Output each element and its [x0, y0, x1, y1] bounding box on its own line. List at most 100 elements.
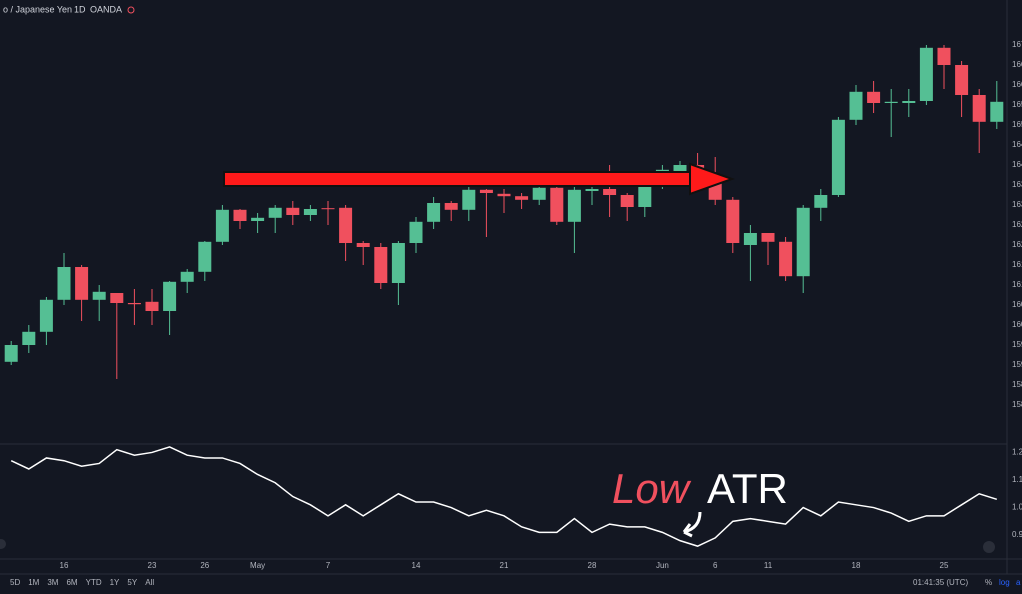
candle-body [673, 165, 687, 173]
x-tick-label: Jun [656, 561, 669, 570]
candle-body [726, 199, 740, 243]
candle-body [919, 47, 933, 101]
candle-body [831, 119, 845, 195]
x-tick-label: 16 [60, 561, 69, 570]
candle-body [4, 345, 18, 362]
candle-body [902, 101, 916, 103]
symbol: o / Japanese Yen [3, 4, 72, 14]
x-tick-label: 26 [200, 561, 209, 570]
candle-body [127, 303, 141, 305]
y-tick-label: 164 [1012, 160, 1022, 169]
y-tick-label: 1.00 [1012, 503, 1022, 512]
x-tick-label: 6 [713, 561, 718, 570]
y-tick-label: 159 [1012, 360, 1022, 369]
candle-body [268, 207, 282, 218]
candle-body [251, 217, 265, 221]
candle-body [603, 189, 617, 195]
x-tick-label: 11 [764, 561, 773, 570]
atr-line [10, 446, 998, 547]
candle-body [391, 243, 405, 283]
arrow-head [689, 162, 735, 196]
candle-body [638, 185, 652, 207]
candle-body [75, 267, 89, 300]
percent-toggle[interactable]: % [985, 578, 992, 587]
y-tick-label: 1.20 [1012, 448, 1022, 457]
candle-body [427, 203, 441, 222]
candle-body [567, 189, 581, 222]
candle-body [321, 208, 335, 210]
pane-button[interactable] [0, 539, 6, 549]
annotation-pointer [682, 511, 702, 538]
range-button[interactable]: YTD [86, 578, 102, 587]
candle-body [303, 209, 317, 215]
y-tick-label: 163 [1012, 200, 1022, 209]
candle-body [444, 203, 458, 210]
y-tick-label: 161 [1012, 280, 1022, 289]
y-tick-label: 1.10 [1012, 475, 1022, 484]
candle-body [532, 187, 546, 200]
range-button[interactable]: 5D [10, 578, 20, 587]
candle-body [743, 233, 757, 245]
y-tick-label: 165.5 [1012, 100, 1022, 109]
annotation-atr: ATR [707, 465, 788, 512]
candle-body [990, 101, 1004, 122]
y-tick-label: 162 [1012, 240, 1022, 249]
candle-body [374, 247, 388, 283]
candle-body [462, 189, 476, 210]
candle-body [409, 221, 423, 243]
y-tick-label: 158 [1012, 400, 1022, 409]
candle-body [814, 195, 828, 208]
x-tick-label: May [250, 561, 265, 570]
candle-body [867, 91, 881, 103]
y-tick-label: 166 [1012, 80, 1022, 89]
y-tick-label: 160.5 [1012, 300, 1022, 309]
range-button[interactable]: 1Y [110, 578, 120, 587]
range-button[interactable]: 6M [66, 578, 77, 587]
y-tick-label: 159.5 [1012, 340, 1022, 349]
arrow [223, 162, 735, 196]
y-tick-label: 162.5 [1012, 220, 1022, 229]
y-tick-label: 160 [1012, 320, 1022, 329]
candle-body [92, 291, 106, 300]
candle-body [57, 267, 71, 300]
arrow-shaft [223, 171, 695, 187]
candle-body [849, 91, 863, 120]
x-tick-label: 7 [326, 561, 331, 570]
candle-body [884, 101, 898, 103]
candle-body [497, 193, 511, 197]
range-button[interactable]: 3M [47, 578, 58, 587]
source: OANDA [90, 4, 122, 14]
candle-body [796, 207, 810, 277]
toolbar: 5D 1M 3M 6M YTD 1Y 5Y All [10, 578, 154, 587]
plot: 158 158.5 159 159.5 160 160.5 161 161.5 162 162.5… [4, 40, 1022, 570]
x-tick-label: 18 [852, 561, 861, 570]
candle-body [180, 271, 194, 282]
clock: 01:41:35 (UTC) [913, 578, 968, 587]
candle-body [22, 331, 36, 345]
range-button[interactable]: 5Y [127, 578, 137, 587]
y-tick-label: 0.90 [1012, 530, 1022, 539]
y-tick-label: 167 [1012, 40, 1022, 49]
y-tick-label: 161.5 [1012, 260, 1022, 269]
y-tick-label: 158.5 [1012, 380, 1022, 389]
x-tick-label: 21 [500, 561, 509, 570]
x-tick-label: 25 [940, 561, 949, 570]
candle-body [233, 209, 247, 221]
x-tick-label: 23 [148, 561, 157, 570]
range-button[interactable]: 1M [28, 578, 39, 587]
candle-body [515, 196, 529, 200]
candle-body [163, 281, 177, 311]
candle-body [955, 65, 969, 95]
auto-toggle[interactable]: a [1016, 578, 1021, 587]
y-tick-label: 165 [1012, 120, 1022, 129]
scroll-button[interactable] [983, 541, 995, 553]
log-toggle[interactable]: log [999, 578, 1010, 587]
status-icon [127, 6, 135, 14]
range-button[interactable]: All [145, 578, 154, 587]
candle-body [145, 301, 159, 311]
candle-body [198, 241, 212, 272]
candle-body [286, 207, 300, 215]
y-tick-label: 164.5 [1012, 140, 1022, 149]
